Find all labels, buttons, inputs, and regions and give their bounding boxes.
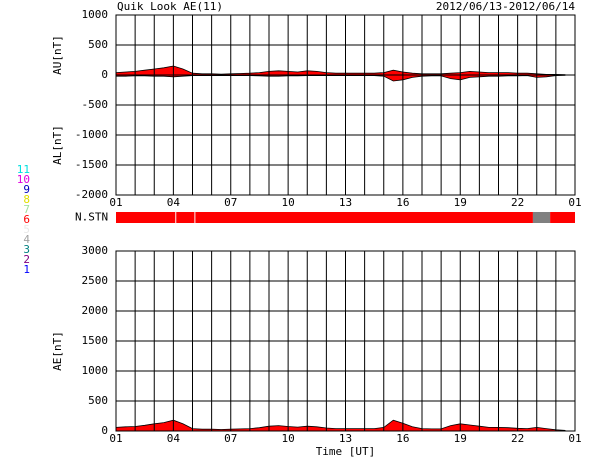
x-tick-label: 19 xyxy=(454,432,467,445)
y-tick-label: 3000 xyxy=(82,244,109,257)
station-number: 11 xyxy=(17,163,30,176)
station-segment xyxy=(532,212,551,223)
y-tick-label: -1000 xyxy=(75,128,108,141)
y-tick-label: 500 xyxy=(88,394,108,407)
x-tick-label: 22 xyxy=(511,432,524,445)
x-tick-label: 10 xyxy=(282,432,295,445)
station-number: 4 xyxy=(23,233,30,246)
x-tick-label: 16 xyxy=(396,196,409,209)
x-tick-label: 01 xyxy=(568,196,581,209)
y-tick-label: 0 xyxy=(101,68,108,81)
y-axis-label: AE[nT] xyxy=(51,331,64,371)
x-tick-label: 22 xyxy=(511,196,524,209)
station-number: 5 xyxy=(23,223,30,236)
station-number: 7 xyxy=(23,203,30,216)
y-tick-label: 1000 xyxy=(82,364,109,377)
station-number: 1 xyxy=(23,263,30,276)
status-label: N.STN xyxy=(75,211,108,224)
station-segment xyxy=(550,212,575,223)
y-tick-label: 500 xyxy=(88,38,108,51)
area-fill xyxy=(116,75,566,81)
x-tick-label: 13 xyxy=(339,432,352,445)
y-tick-label: 1500 xyxy=(82,334,109,347)
y-tick-label: -2000 xyxy=(75,188,108,201)
y-axis-label: AU[nT] xyxy=(51,35,64,75)
y-tick-label: 2000 xyxy=(82,304,109,317)
station-segment xyxy=(176,212,195,223)
station-segment xyxy=(195,212,533,223)
x-axis-label: Time [UT] xyxy=(316,445,376,458)
area-fill xyxy=(116,420,566,431)
x-tick-label: 01 xyxy=(568,432,581,445)
x-tick-label: 13 xyxy=(339,196,352,209)
y-tick-label: 1000 xyxy=(82,8,109,21)
y-tick-label: 0 xyxy=(101,424,108,437)
station-number: 10 xyxy=(17,173,30,186)
area-line xyxy=(115,419,566,431)
area-line xyxy=(116,74,566,82)
x-tick-label: 01 xyxy=(109,432,122,445)
x-tick-label: 07 xyxy=(224,196,237,209)
station-number: 2 xyxy=(23,253,30,266)
y-tick-label: 2500 xyxy=(82,274,109,287)
chart-subtitle: 2012/06/13-2012/06/14 xyxy=(436,0,575,13)
x-tick-label: 10 xyxy=(282,196,295,209)
area-line xyxy=(115,65,566,76)
station-number: 3 xyxy=(23,243,30,256)
x-tick-label: 16 xyxy=(396,432,409,445)
x-tick-label: 01 xyxy=(109,196,122,209)
chart-title: Quik Look AE(11) xyxy=(117,0,223,13)
station-number: 9 xyxy=(23,183,30,196)
plot-frame xyxy=(115,14,576,196)
x-tick-label: 04 xyxy=(167,432,181,445)
y-tick-label: -1500 xyxy=(75,158,108,171)
station-number: 6 xyxy=(23,213,30,226)
x-tick-label: 04 xyxy=(167,196,181,209)
station-segment xyxy=(116,212,176,223)
x-tick-label: 07 xyxy=(224,432,237,445)
plot-frame xyxy=(115,250,576,432)
y-tick-label: -500 xyxy=(82,98,109,111)
y-axis-label: AL[nT] xyxy=(51,125,64,165)
station-number: 8 xyxy=(23,193,30,206)
x-tick-label: 19 xyxy=(454,196,467,209)
